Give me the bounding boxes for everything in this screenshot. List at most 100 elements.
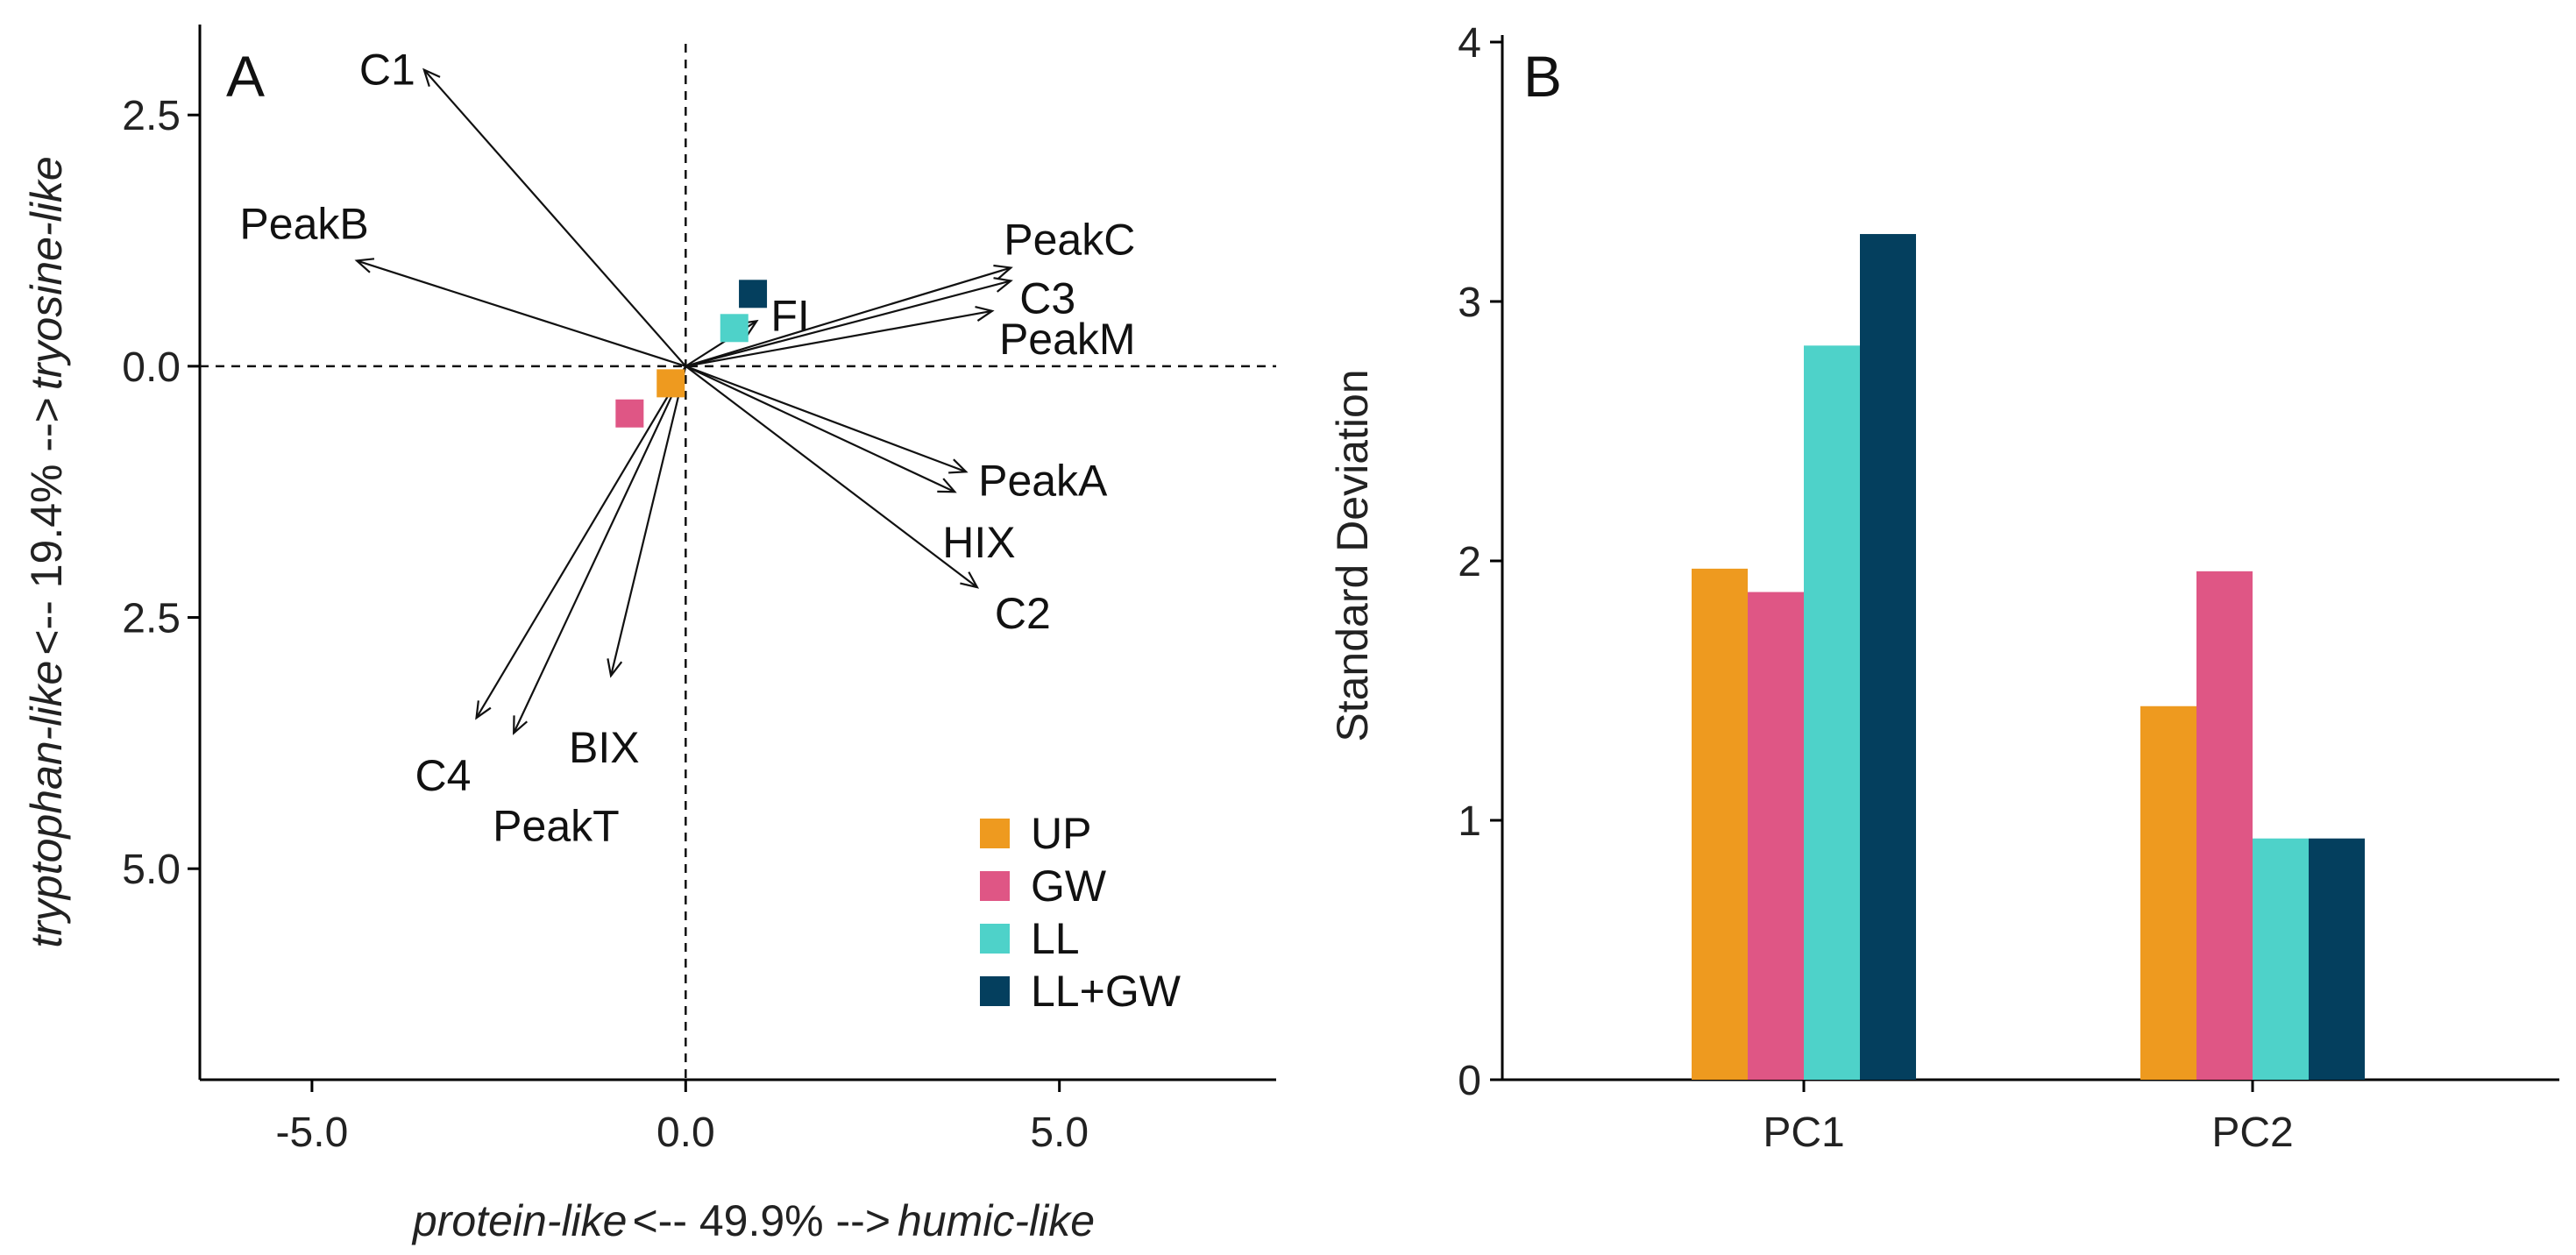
panel-a-label: A — [226, 44, 265, 109]
panel-a-x-axis-title: protein-like <-- 49.9% --> humic-like — [411, 1196, 1095, 1245]
point-ll-plus-gw — [739, 280, 768, 308]
y-title-tryosine-like: tryosine-like — [22, 156, 71, 390]
y-tick-label: 3 — [1458, 280, 1481, 326]
vector-label: C4 — [415, 751, 472, 800]
vector-shaft — [685, 266, 1011, 367]
vector-arrowhead — [513, 715, 529, 735]
vector-label: PeakB — [239, 199, 368, 248]
bar-pc2-ll-plus-gw — [2309, 838, 2365, 1080]
vector-label: C2 — [995, 589, 1051, 638]
y-tick-label: 2.5 — [122, 596, 181, 642]
point-ll — [720, 314, 749, 343]
x-tick-label: 5.0 — [1030, 1110, 1089, 1156]
vector-shaft — [513, 365, 687, 734]
x-title-percent: <-- 49.9% --> — [632, 1196, 891, 1245]
y-tick-label: 2 — [1458, 539, 1481, 585]
vector-c1: C1 — [359, 46, 687, 367]
point-up — [656, 369, 685, 398]
category-label-pc2: PC2 — [2211, 1110, 2293, 1156]
vector-label: PeakT — [493, 801, 620, 850]
vector-arrowhead — [475, 700, 492, 720]
y-tick-label: 2.5 — [122, 93, 181, 139]
vector-shaft — [685, 365, 955, 493]
vector-label: HIX — [942, 518, 1015, 567]
vector-peakm: PeakM — [685, 305, 1136, 367]
y-tick-label: 0 — [1458, 1058, 1481, 1104]
legend-label: GW — [1031, 861, 1107, 911]
legend-label: LL+GW — [1031, 967, 1182, 1016]
legend-item-ll: LL — [980, 914, 1080, 963]
point-gw — [615, 399, 644, 428]
vector-label: C3 — [1019, 273, 1075, 323]
y-tick-label: 5.0 — [122, 847, 181, 893]
vector-arrowhead — [960, 571, 980, 589]
y-tick-label: 4 — [1458, 20, 1481, 67]
panel-a-y-ticks: 2.5 0.0 2.5 5.0 — [122, 93, 200, 893]
panel-b-bar-chart: B 0 1 2 3 4 PC1 PC2 Standard Deviation — [1328, 20, 2559, 1156]
vector-arrowhead — [937, 478, 957, 493]
bars — [1692, 234, 2365, 1080]
panel-a-y-axis-title: tryptophan-like <-- 19.4% --> tryosine-lik… — [22, 156, 71, 947]
bar-pc1-ll-plus-gw — [1860, 234, 1916, 1080]
vector-arrowhead — [993, 264, 1013, 280]
vector-c4: C4 — [415, 365, 687, 800]
bar-pc2-gw — [2196, 571, 2253, 1080]
vector-peakb: PeakB — [239, 199, 686, 367]
legend-item-gw: GW — [980, 861, 1107, 911]
legend-label: UP — [1031, 809, 1091, 858]
x-title-protein-like: protein-like — [411, 1196, 628, 1245]
x-tick-label: 0.0 — [656, 1110, 715, 1156]
vector-shaft — [685, 365, 967, 473]
x-title-humic-like: humic-like — [898, 1196, 1095, 1245]
y-tick-label: 0.0 — [122, 344, 181, 391]
legend-item-up: UP — [980, 809, 1091, 858]
vector-arrowhead — [975, 305, 995, 322]
vector-label: FI — [770, 291, 809, 340]
vector-arrowhead — [422, 67, 441, 88]
vector-arrowhead — [993, 277, 1013, 293]
vector-shaft — [685, 280, 1011, 367]
panel-b-label: B — [1523, 44, 1562, 109]
panel-a-biplot: A -5.0 0.0 5.0 2.5 0.0 2.5 5.0 C1 PeakB PeakC C3… — [22, 25, 1276, 1245]
vector-peakt: PeakT — [493, 365, 687, 850]
y-title-percent: <-- 19.4% --> — [22, 397, 71, 656]
legend-swatch — [980, 871, 1010, 901]
y-tick-label: 1 — [1458, 798, 1481, 845]
bar-pc1-gw — [1748, 592, 1804, 1080]
vector-peakc: PeakC — [685, 215, 1135, 367]
group-points — [615, 280, 768, 428]
vector-label: PeakA — [978, 456, 1108, 505]
bar-pc2-ll — [2253, 838, 2309, 1080]
vector-shaft — [475, 365, 687, 719]
vector-label: PeakM — [999, 315, 1136, 364]
legend-swatch — [980, 924, 1010, 954]
legend-item-ll-plus-gw: LL+GW — [980, 967, 1182, 1016]
panel-b-y-axis-title: Standard Deviation — [1328, 369, 1377, 741]
vector-hix: HIX — [685, 365, 1016, 567]
vector-label: C1 — [359, 46, 415, 95]
vector-label: BIX — [569, 723, 640, 772]
vector-arrowhead — [607, 658, 623, 678]
panel-b-y-ticks: 0 1 2 3 4 — [1458, 20, 1502, 1104]
vector-shaft — [356, 259, 686, 367]
vector-bix: BIX — [569, 365, 687, 772]
panel-a-x-ticks: -5.0 0.0 5.0 — [276, 1080, 1089, 1156]
bar-pc1-ll — [1804, 345, 1860, 1080]
vector-shaft — [423, 68, 687, 367]
x-tick-label: -5.0 — [276, 1110, 349, 1156]
panel-b-category-labels: PC1 PC2 — [1763, 1080, 2294, 1156]
category-label-pc1: PC1 — [1763, 1110, 1844, 1156]
vector-arrowhead — [948, 458, 969, 474]
vector-shaft — [685, 309, 993, 367]
y-title-tryptophan-like: tryptophan-like — [22, 661, 71, 948]
legend-swatch — [980, 819, 1010, 848]
legend-swatch — [980, 976, 1010, 1006]
legend-label: LL — [1031, 914, 1080, 963]
vector-shaft — [609, 365, 687, 677]
vector-peaka: PeakA — [685, 365, 1108, 505]
vector-label: PeakC — [1004, 215, 1135, 264]
vector-c3: C3 — [685, 273, 1075, 367]
